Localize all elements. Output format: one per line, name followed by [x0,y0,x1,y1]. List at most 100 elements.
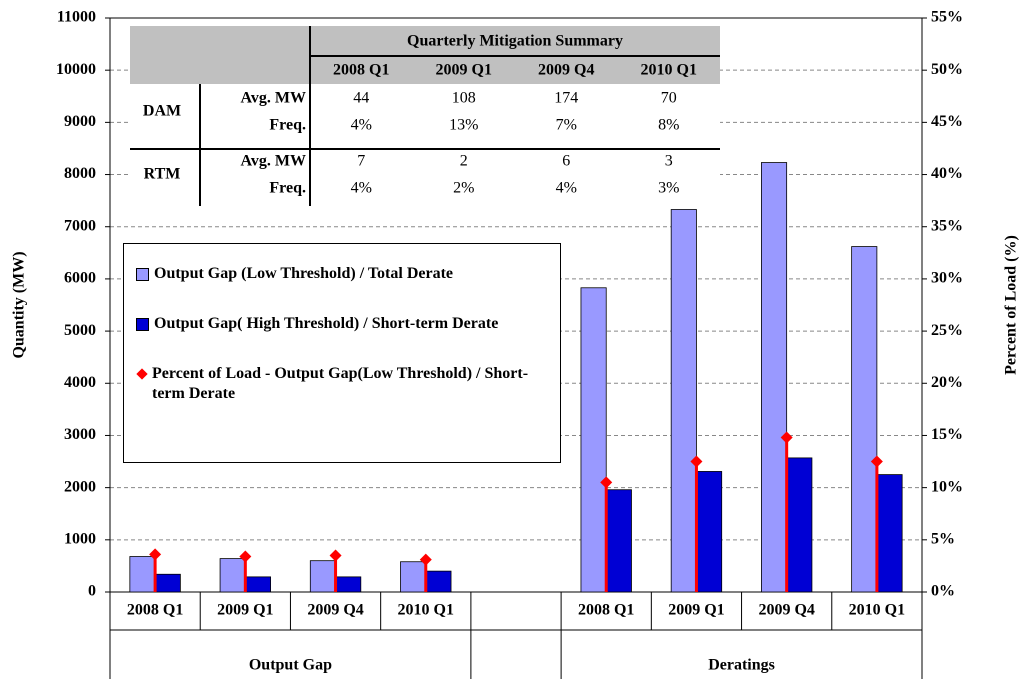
table-cell: 6 [562,153,570,170]
bar [876,474,903,593]
y-tick-label: 2000 [64,478,96,495]
y2-tick-label: 20% [931,374,963,391]
percent-marker [600,476,613,489]
legend-swatch [136,318,149,331]
table-cell: 7 [357,153,365,170]
y-tick-label: 0 [88,583,96,600]
legend-swatch [136,268,149,281]
legend-swatch [136,368,148,380]
plot-frame [109,17,923,593]
bar [129,556,156,593]
table-cell: 7% [556,117,577,134]
legend-item: Output Gap (Low Threshold) / Total Derat… [136,264,554,284]
x-tick-label: 2009 Q4 [758,602,814,619]
bar [425,570,452,593]
table-column-header: 2009 Q1 [436,62,492,79]
percent-marker [780,431,793,444]
y-tick-label: 4000 [64,374,96,391]
y-tick-label: 7000 [64,217,96,234]
y-axis-title: Quantity (MW) [11,251,28,358]
table-cell: 13% [449,117,478,134]
table-group: DAM [143,103,181,120]
table-column-header: 2008 Q1 [333,62,389,79]
bar [244,576,271,593]
table-cell: 4% [351,117,372,134]
y2-tick-label: 25% [931,322,963,339]
group-label: Output Gap [249,657,332,674]
summary-table: Quarterly Mitigation Summary 2008 Q1 2009 … [130,26,720,206]
y-tick-label: 8000 [64,165,96,182]
table-cell: 3% [658,180,679,197]
legend: Output Gap (Low Threshold) / Total Derat… [123,243,561,463]
x-tick-label: 2008 Q1 [127,602,183,619]
table-cell: 44 [353,90,369,107]
table-column-header: 2010 Q1 [641,62,697,79]
y-tick-label: 9000 [64,113,96,130]
table-row-label: Avg. MW [241,153,306,170]
table-cell: 174 [554,90,578,107]
x-tick-label: 2009 Q4 [307,602,363,619]
table-row-label: Freq. [269,180,306,197]
bar [154,573,181,593]
table-cell: 70 [661,90,677,107]
x-tick-label: 2010 Q1 [398,602,454,619]
bar [696,471,723,593]
y2-tick-label: 10% [931,478,963,495]
bar [580,287,607,593]
y-tick-label: 1000 [64,530,96,547]
legend-label: Percent of Load - Output Gap(Low Thresho… [152,365,529,402]
bar [400,561,427,593]
bar [851,246,878,593]
bar [670,209,697,593]
legend-label: Output Gap (Low Threshold) / Total Derat… [154,265,454,282]
legend-label: Output Gap( High Threshold) / Short-term… [154,315,499,332]
bar [219,558,246,593]
y2-tick-label: 55% [931,9,963,26]
y2-tick-label: 50% [931,61,963,78]
table-cell: 2 [460,153,468,170]
y2-tick-label: 15% [931,426,963,443]
x-tick-label: 2008 Q1 [578,602,634,619]
table-cell: 8% [658,117,679,134]
table-cell: 4% [556,180,577,197]
legend-item: Percent of Load - Output Gap(Low Thresho… [136,364,554,404]
bar [761,162,788,593]
y-tick-label: 11000 [57,9,96,26]
y-tick-label: 3000 [64,426,96,443]
y2-axis-title: Percent of Load (%) [1003,235,1020,375]
table-row-label: Avg. MW [241,90,306,107]
x-tick-label: 2010 Q1 [849,602,905,619]
bar [309,560,336,593]
group-label: Deratings [708,657,775,674]
table-cell: 2% [453,180,474,197]
percent-marker [870,455,883,468]
bar [335,576,362,593]
table-cell: 4% [351,180,372,197]
table-cell: 3 [665,153,673,170]
legend-item: Output Gap( High Threshold) / Short-term… [136,314,554,334]
percent-marker [239,550,252,563]
y2-tick-label: 35% [931,217,963,234]
table-group: RTM [144,166,181,183]
y2-tick-label: 45% [931,113,963,130]
percent-marker [149,548,162,561]
percent-marker [329,549,342,562]
y2-tick-label: 0% [931,583,955,600]
y-tick-label: 6000 [64,270,96,287]
bar [786,457,813,593]
percent-marker [690,455,703,468]
table-row-label: Freq. [269,117,306,134]
table-cell: 108 [452,90,476,107]
y-tick-label: 10000 [56,61,96,78]
percent-marker [419,553,432,566]
y2-tick-label: 30% [931,270,963,287]
table-column-header: 2009 Q4 [538,62,594,79]
y2-tick-label: 5% [931,530,955,547]
table-title: Quarterly Mitigation Summary [407,33,623,50]
y2-tick-label: 40% [931,165,963,182]
y-tick-label: 5000 [64,322,96,339]
bar [605,489,632,593]
x-tick-label: 2009 Q1 [668,602,724,619]
